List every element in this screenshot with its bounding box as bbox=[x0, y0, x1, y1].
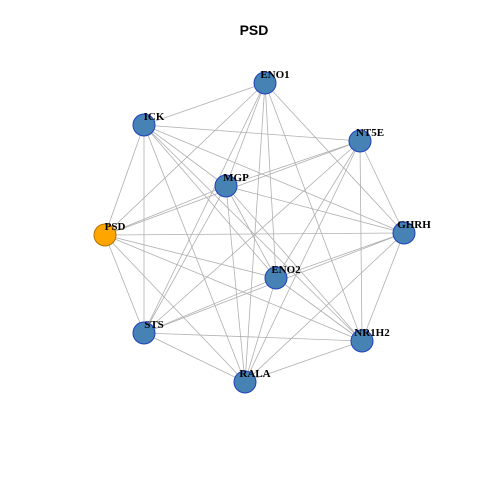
edge bbox=[104, 234, 277, 279]
edge bbox=[359, 140, 363, 342]
edge bbox=[104, 234, 246, 383]
edge bbox=[104, 185, 227, 236]
edge bbox=[264, 82, 405, 234]
edge bbox=[143, 140, 361, 334]
node bbox=[214, 174, 238, 198]
edge bbox=[244, 232, 405, 383]
node-label: ENO2 bbox=[271, 264, 301, 276]
edge bbox=[104, 82, 266, 236]
edge bbox=[225, 185, 277, 279]
node bbox=[132, 321, 156, 345]
edge bbox=[143, 124, 277, 279]
edge bbox=[104, 234, 145, 334]
edge bbox=[143, 124, 361, 142]
node-label: ENO1 bbox=[260, 69, 289, 81]
edge bbox=[244, 340, 363, 383]
title: PSD bbox=[240, 22, 269, 38]
edge bbox=[104, 234, 363, 342]
edge bbox=[244, 277, 277, 383]
edge bbox=[225, 140, 361, 187]
edge bbox=[104, 232, 405, 236]
edge bbox=[244, 140, 361, 383]
edges bbox=[104, 82, 405, 383]
node bbox=[264, 266, 288, 290]
edge bbox=[143, 124, 246, 383]
edge bbox=[143, 277, 277, 334]
edge bbox=[361, 232, 405, 342]
node-label: GHRH bbox=[397, 219, 431, 231]
edge bbox=[225, 82, 266, 187]
node-label: RALA bbox=[239, 368, 270, 380]
edge bbox=[264, 82, 277, 279]
edge bbox=[225, 185, 405, 234]
edge bbox=[143, 124, 227, 187]
edge bbox=[143, 82, 266, 334]
edge bbox=[143, 185, 227, 334]
edge bbox=[143, 82, 266, 126]
node-label: STS bbox=[144, 319, 164, 331]
edge bbox=[104, 124, 145, 236]
node-label: NT5E bbox=[356, 127, 384, 139]
node bbox=[350, 329, 374, 353]
node-label: MGP bbox=[223, 172, 249, 184]
nodes: ENO1 ICK NT5E MGP PSD GHRH ENO2 STS NR1H2 RALA bbox=[93, 69, 431, 394]
node bbox=[392, 221, 416, 245]
edge bbox=[275, 232, 405, 279]
node-label: PSD bbox=[105, 221, 126, 233]
node bbox=[93, 223, 117, 247]
edge bbox=[225, 185, 246, 383]
node bbox=[348, 129, 372, 153]
edge bbox=[225, 185, 363, 342]
node-label: ICK bbox=[144, 111, 165, 123]
edge bbox=[264, 82, 363, 342]
edge bbox=[275, 277, 363, 342]
edge bbox=[359, 140, 405, 234]
edge bbox=[143, 332, 246, 383]
node bbox=[253, 71, 277, 95]
edge bbox=[244, 82, 266, 383]
node bbox=[233, 370, 257, 394]
edge bbox=[143, 124, 363, 342]
edge bbox=[275, 140, 361, 279]
node bbox=[132, 113, 156, 137]
node-label: NR1H2 bbox=[354, 327, 390, 339]
edge bbox=[143, 332, 363, 342]
